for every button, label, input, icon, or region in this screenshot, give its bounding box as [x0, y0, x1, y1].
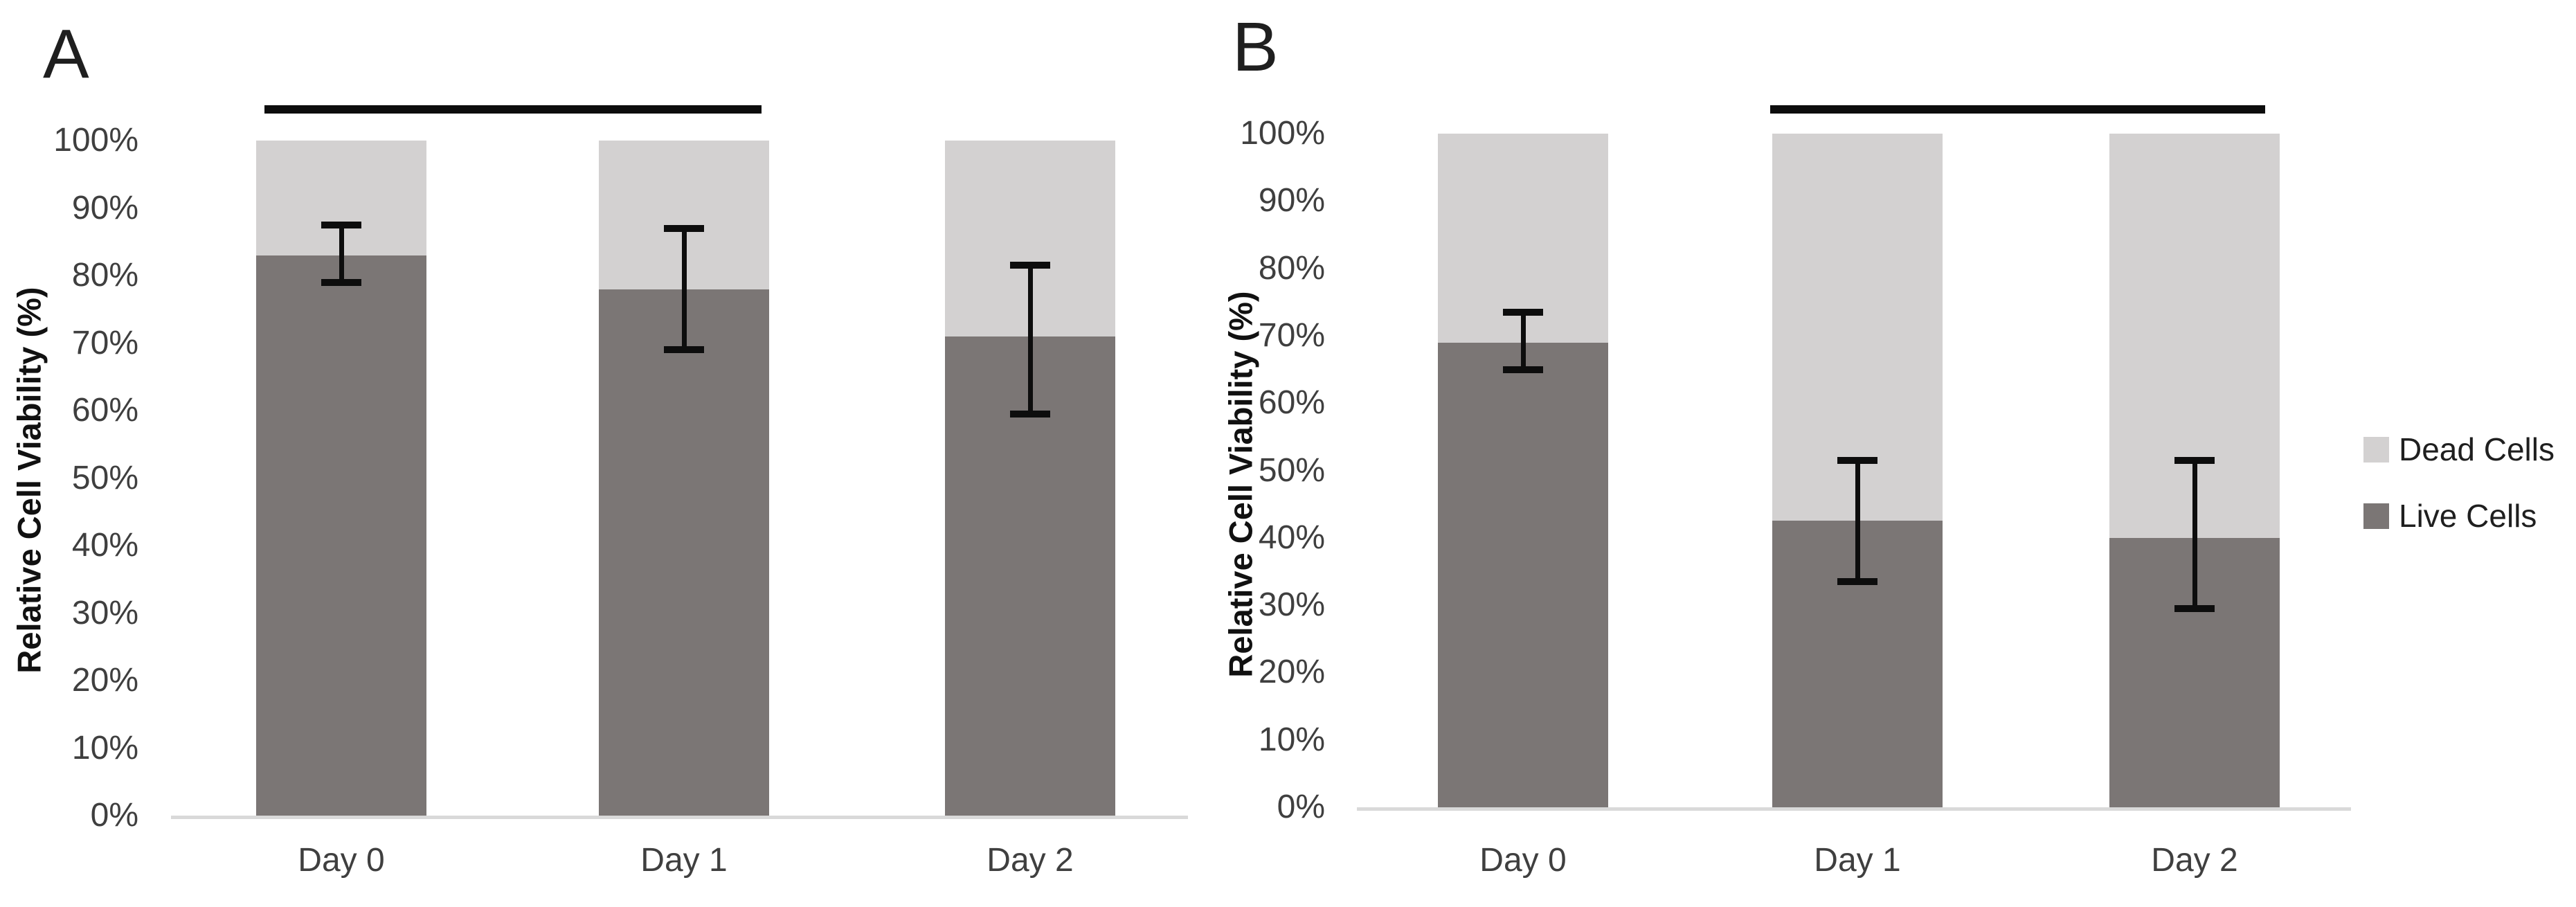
- panel-a-y-tick-label: 60%: [71, 392, 138, 429]
- panel-b-y-tick-label: 40%: [1258, 519, 1325, 556]
- panel-b-bar-day-0-live-segment: [1438, 342, 1608, 807]
- panel-a-x-axis-line: [171, 816, 1188, 819]
- panel-a-y-tick-label: 0%: [90, 797, 138, 834]
- panel-b-y-tick-label: 10%: [1258, 721, 1325, 758]
- panel-b-y-tick-label: 20%: [1258, 654, 1325, 691]
- panel-b-x-category-label: Day 2: [2151, 842, 2238, 879]
- panel-a-bar-day-0-live-segment: [256, 255, 426, 816]
- panel-b-error-bar-day-0-stem: [1520, 312, 1526, 370]
- panel-b-x-category-label: Day 1: [1814, 842, 1901, 879]
- panel-a-y-tick-label: 80%: [71, 257, 138, 294]
- panel-a-y-tick-label: 100%: [53, 122, 138, 159]
- panel-a-error-bar-day-2-stem: [1027, 265, 1033, 414]
- panel-a-error-bar-day-2-top-cap: [1010, 262, 1050, 269]
- panel-a-error-bar-day-0-bottom-cap: [321, 278, 361, 286]
- panel-b-error-bar-day-1-bottom-cap: [1837, 578, 1877, 586]
- panel-b-bar-day-0-dead-segment: [1438, 134, 1608, 343]
- panel-b-error-bar-day-0-top-cap: [1503, 308, 1543, 316]
- panel-b-letter: B: [1232, 8, 1279, 86]
- panel-a-significance-line: [264, 105, 762, 114]
- panel-a-error-bar-day-1-stem: [681, 228, 687, 350]
- panel-b-x-axis-line: [1357, 807, 2351, 811]
- panel-a-error-bar-day-2-bottom-cap: [1010, 410, 1050, 417]
- panel-a-bar-day-1-live-segment: [599, 289, 769, 816]
- panel-a-error-bar-day-1-bottom-cap: [664, 346, 704, 354]
- panel-b-significance-line: [1770, 105, 2265, 114]
- panel-a-letter: A: [43, 15, 89, 93]
- panel-b-y-tick-label: 50%: [1258, 451, 1325, 489]
- panel-a-y-tick-label: 50%: [71, 459, 138, 496]
- panel-b-y-tick-label: 100%: [1240, 115, 1325, 152]
- panel-b-y-tick-label: 0%: [1277, 789, 1325, 825]
- panel-a-y-tick-label: 40%: [71, 527, 138, 564]
- legend-label-dead-cells: Dead Cells: [2399, 431, 2555, 467]
- panel-a-error-bar-day-0-stem: [339, 224, 344, 282]
- panel-b-x-category-label: Day 0: [1479, 842, 1567, 879]
- panel-b-y-tick-label: 60%: [1258, 384, 1325, 422]
- panel-a-error-bar-day-0-top-cap: [321, 221, 361, 228]
- panel-b-bar-day-1-dead-segment: [1772, 134, 1943, 521]
- panel-a-x-category-label: Day 1: [640, 842, 728, 879]
- panel-b-error-bar-day-0-bottom-cap: [1503, 366, 1543, 373]
- panel-a-x-category-label: Day 0: [298, 842, 385, 879]
- panel-b-error-bar-day-1-top-cap: [1837, 456, 1877, 464]
- panel-a-x-category-label: Day 2: [987, 842, 1074, 879]
- panel-b-y-tick-label: 30%: [1258, 586, 1325, 624]
- panel-b-error-bar-day-2-stem: [2192, 460, 2197, 609]
- panel-a-y-tick-label: 70%: [71, 324, 138, 361]
- panel-a-y-tick-label: 90%: [71, 189, 138, 226]
- panel-a-y-tick-label: 30%: [71, 594, 138, 631]
- panel-a-y-tick-label: 20%: [71, 662, 138, 699]
- panel-a-error-bar-day-1-top-cap: [664, 224, 704, 232]
- panel-a-y-tick-label: 10%: [71, 729, 138, 766]
- legend-label-live-cells: Live Cells: [2399, 498, 2537, 534]
- panel-b-y-tick-label: 80%: [1258, 249, 1325, 287]
- live-cells-swatch-icon: [2363, 503, 2389, 529]
- panel-b-error-bar-day-2-top-cap: [2174, 456, 2215, 464]
- panel-b-y-tick-label: 70%: [1258, 316, 1325, 354]
- panel-b-error-bar-day-2-bottom-cap: [2174, 604, 2215, 612]
- dead-cells-swatch-icon: [2363, 436, 2389, 463]
- legend-item-dead-cells: Dead Cells: [2363, 433, 2555, 465]
- panel-b-y-tick-label: 90%: [1258, 182, 1325, 219]
- legend-item-live-cells: Live Cells: [2363, 500, 2537, 532]
- panel-b-error-bar-day-1-stem: [1855, 460, 1860, 582]
